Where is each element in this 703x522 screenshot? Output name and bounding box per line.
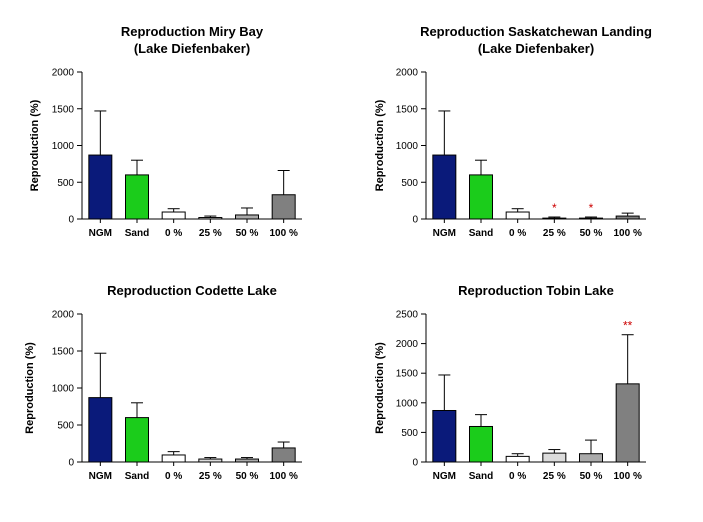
bar-6: [271, 194, 296, 220]
y-tick-label: 2000: [396, 68, 419, 79]
bar-5: [235, 214, 259, 220]
bar-2: [469, 174, 493, 220]
x-tick-label: 50 %: [236, 471, 259, 482]
significance-mark: **: [623, 319, 633, 333]
y-tick-label: 0: [68, 458, 74, 469]
chart-title-line: (Lake Diefenbaker): [134, 41, 250, 56]
y-tick-label: 500: [401, 178, 418, 189]
y-tick-label: 1500: [52, 104, 75, 115]
x-tick-label: 25 %: [199, 471, 222, 482]
bar-2: [469, 425, 493, 463]
bar-6: [615, 383, 640, 463]
x-tick-label: 0 %: [509, 228, 526, 239]
bar-1: [88, 397, 113, 463]
y-axis-label: Reproduction (%): [374, 99, 386, 191]
significance-mark: *: [552, 201, 557, 215]
y-tick-label: 2000: [396, 339, 419, 350]
x-tick-label: NGM: [89, 228, 112, 239]
y-tick-label: 2000: [52, 310, 75, 321]
bar-5: [579, 453, 603, 463]
x-tick-label: 0 %: [165, 228, 182, 239]
x-tick-label: Sand: [125, 228, 149, 239]
y-tick-label: 1500: [396, 104, 419, 115]
x-tick-label: 100 %: [613, 471, 641, 482]
x-tick-label: 50 %: [580, 471, 603, 482]
y-tick-label: 1000: [396, 398, 419, 409]
bar-4: [542, 452, 567, 463]
y-tick-label: 1000: [52, 141, 75, 152]
y-tick-label: 1000: [396, 141, 419, 152]
chart-1: Reproduction Miry Bay (Lake Diefenbaker) R…: [29, 24, 302, 239]
y-tick-label: 0: [412, 215, 418, 226]
chart-title-line: Reproduction Tobin Lake: [458, 283, 614, 298]
chart-2: Reproduction Saskatchewan Landing (Lake D…: [374, 24, 652, 239]
y-tick-label: 2500: [396, 310, 419, 321]
x-tick-label: 100 %: [269, 228, 297, 239]
x-tick-label: 100 %: [269, 471, 297, 482]
y-tick-label: 500: [57, 178, 74, 189]
y-tick-label: 0: [412, 458, 418, 469]
x-tick-label: 0 %: [509, 471, 526, 482]
x-tick-label: Sand: [125, 471, 149, 482]
bar-3: [505, 211, 530, 220]
y-tick-label: 1000: [52, 384, 75, 395]
x-tick-label: 0 %: [165, 471, 182, 482]
y-tick-label: 500: [57, 421, 74, 432]
bar-6: [271, 447, 296, 463]
bar-1: [88, 154, 113, 220]
significance-mark: *: [589, 201, 594, 215]
chart-3: Reproduction Codette Lake Reproduction (%…: [24, 283, 302, 482]
y-tick-label: 1500: [396, 369, 419, 380]
bar-3: [505, 455, 530, 463]
chart-title-line: Reproduction Saskatchewan Landing: [420, 24, 652, 39]
bar-3: [161, 211, 186, 220]
x-tick-label: Sand: [469, 471, 493, 482]
y-axis-label: Reproduction (%): [24, 342, 36, 434]
x-tick-label: 100 %: [613, 228, 641, 239]
y-tick-label: 500: [401, 428, 418, 439]
chart-4: Reproduction Tobin Lake Reproduction (%) N…: [374, 283, 646, 482]
bar-1: [432, 409, 457, 463]
y-tick-label: 2000: [52, 68, 75, 79]
bar-1: [432, 154, 457, 220]
x-tick-label: NGM: [433, 228, 456, 239]
bar-2: [125, 417, 149, 463]
y-tick-label: 0: [68, 215, 74, 226]
x-tick-label: 50 %: [580, 228, 603, 239]
chart-title-line: (Lake Diefenbaker): [478, 41, 594, 56]
y-axis-label: Reproduction (%): [374, 342, 386, 434]
y-tick-label: 1500: [52, 347, 75, 358]
x-tick-label: Sand: [469, 228, 493, 239]
x-tick-label: NGM: [89, 471, 112, 482]
bar-2: [125, 174, 149, 220]
bar-3: [161, 454, 186, 463]
chart-title-line: Reproduction Miry Bay: [121, 24, 264, 39]
x-tick-label: 25 %: [199, 228, 222, 239]
y-axis-label: Reproduction (%): [29, 99, 41, 191]
x-tick-label: 25 %: [543, 471, 566, 482]
chart-title-line: Reproduction Codette Lake: [107, 283, 277, 298]
x-tick-label: 50 %: [236, 228, 259, 239]
x-tick-label: 25 %: [543, 228, 566, 239]
x-tick-label: NGM: [433, 471, 456, 482]
